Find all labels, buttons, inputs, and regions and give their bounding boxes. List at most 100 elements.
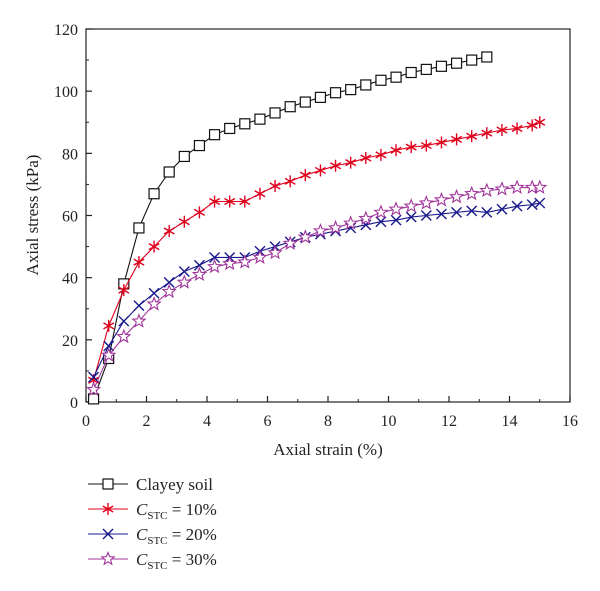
y-tick-label: 40: [62, 271, 78, 288]
y-axis-label: Axial stress (kPa): [23, 155, 42, 276]
legend-marker: [102, 528, 114, 540]
legend-label-main: C: [136, 525, 148, 544]
x-tick-label: 14: [502, 413, 518, 430]
series-3: [88, 197, 546, 383]
data-point: [330, 159, 342, 172]
data-point: [239, 195, 251, 208]
legend-label: CSTC = 30%: [136, 550, 217, 572]
data-point: [118, 284, 130, 297]
y-tick-label: 60: [62, 209, 78, 226]
data-point: [496, 203, 508, 215]
data-point: [163, 225, 175, 238]
data-point: [532, 179, 548, 195]
data-point: [224, 122, 236, 135]
x-axis: 0 2 4 6 8 10 12 14 16: [82, 396, 578, 430]
data-point: [101, 347, 117, 362]
y-tick-label: 20: [62, 333, 78, 350]
data-point: [464, 185, 480, 201]
series-2: [88, 116, 546, 387]
data-point: [314, 164, 326, 177]
data-point: [284, 175, 296, 188]
legend-label: Clayey soil: [136, 475, 213, 494]
data-point: [534, 197, 546, 209]
data-point: [209, 251, 221, 263]
x-tick-label: 16: [562, 413, 578, 430]
legend-marker: [102, 503, 114, 515]
legend-item: CSTC = 30%: [88, 550, 217, 572]
data-point: [254, 187, 266, 200]
data-point: [405, 141, 417, 154]
data-point: [178, 215, 190, 228]
data-point: [224, 195, 236, 208]
x-axis-label: Axial strain (%): [273, 440, 383, 459]
data-point: [297, 229, 313, 244]
data-point: [191, 266, 208, 282]
data-point: [193, 259, 205, 271]
data-point: [345, 84, 357, 96]
data-point: [209, 195, 221, 208]
x-tick-label: 4: [203, 413, 211, 430]
legend-label-tail: = 30%: [168, 550, 217, 569]
legend-label-main: C: [136, 550, 148, 569]
data-point: [511, 200, 523, 212]
data-point: [163, 276, 175, 288]
data-point: [103, 340, 115, 352]
series-1: [87, 51, 493, 405]
x-tick-label: 8: [324, 413, 332, 430]
data-point: [193, 206, 205, 219]
data-point: [435, 208, 447, 220]
data-point: [433, 191, 450, 207]
data-point: [208, 129, 221, 141]
series-line: [93, 121, 540, 381]
data-point: [148, 240, 160, 253]
y-tick-label: 100: [54, 84, 78, 101]
data-point: [252, 249, 268, 264]
data-point: [448, 188, 465, 204]
data-point: [133, 222, 145, 234]
data-point: [526, 119, 538, 132]
data-point: [103, 319, 115, 332]
data-point: [451, 133, 463, 146]
data-point: [481, 127, 493, 140]
data-point: [494, 181, 510, 196]
data-point: [390, 214, 402, 226]
data-point: [118, 315, 130, 327]
data-point: [148, 188, 160, 200]
legend-label-subscript: STC: [147, 535, 167, 547]
data-point: [375, 74, 387, 86]
x-tick-label: 12: [441, 413, 457, 430]
data-point: [267, 244, 283, 260]
data-point: [299, 169, 311, 182]
series-4: [85, 179, 548, 397]
legend-label-tail: = 20%: [168, 525, 217, 544]
data-point: [481, 206, 493, 218]
data-point: [116, 328, 132, 344]
data-point: [239, 118, 251, 130]
data-point: [176, 274, 192, 289]
y-tick-label: 0: [70, 395, 78, 412]
data-point: [312, 223, 329, 238]
data-point: [390, 144, 402, 157]
data-point: [133, 256, 145, 269]
data-point: [511, 122, 523, 135]
data-point: [360, 151, 372, 164]
data-point: [373, 204, 389, 219]
data-point: [343, 215, 359, 230]
data-point: [420, 210, 432, 221]
data-point: [481, 51, 493, 63]
y-tick-label: 80: [62, 146, 78, 163]
data-point: [178, 150, 190, 163]
plot-area-frame: [85, 28, 571, 403]
data-point: [418, 195, 434, 210]
data-point: [466, 54, 478, 66]
data-point: [237, 254, 253, 269]
data-point: [269, 107, 281, 119]
data-point: [358, 210, 374, 226]
data-point: [375, 216, 387, 228]
data-point: [206, 258, 223, 274]
y-tick-label: 120: [54, 22, 78, 39]
data-point: [466, 130, 478, 143]
data-point: [345, 156, 357, 169]
